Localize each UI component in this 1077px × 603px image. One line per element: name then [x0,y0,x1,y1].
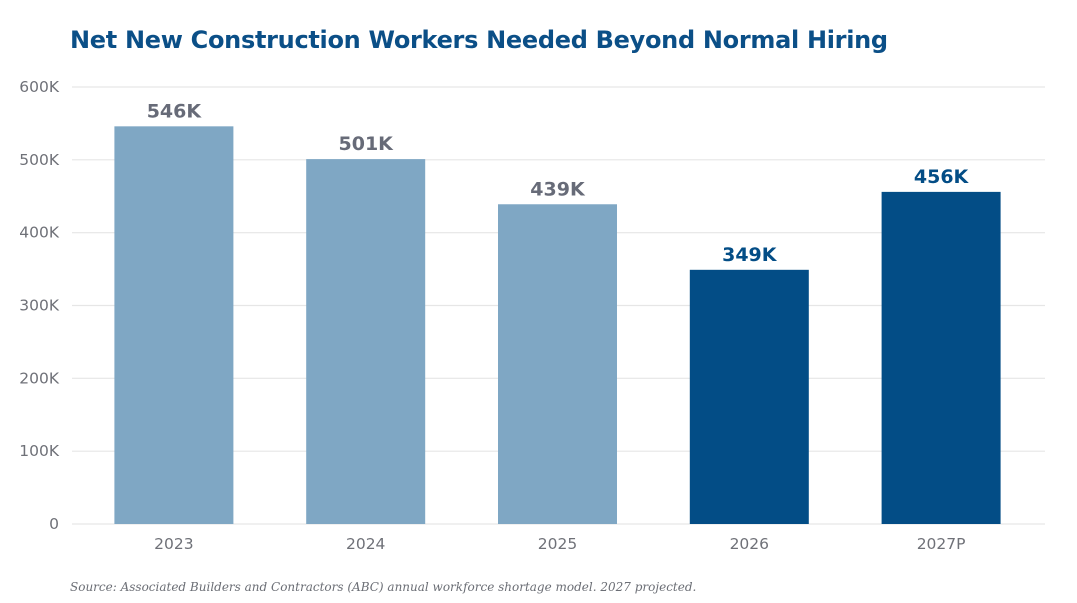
bars [114,126,1001,525]
x-tick-label: 2023 [154,535,193,553]
x-tick-label: 2025 [538,535,577,553]
y-axis: 0 100K 200K 300K 400K 500K 600K [19,78,60,533]
source-note: Source: Associated Builders and Contract… [70,580,697,594]
x-tick-label: 2026 [730,535,769,553]
y-tick-label: 400K [19,224,60,242]
data-label: 349K [722,244,778,266]
bar-2027p [881,191,1001,524]
bar-2024 [306,159,426,525]
y-tick-label: 300K [19,297,60,315]
chart-title: Net New Construction Workers Needed Beyo… [70,26,888,54]
bar-2023 [114,126,234,524]
data-label: 456K [914,166,970,188]
x-tick-label: 2024 [346,535,385,553]
data-label: 439K [530,178,586,200]
bar-2026 [689,269,809,524]
bar-2025 [498,204,617,525]
bar-chart: 0 100K 200K 300K 400K 500K 600K 546K 501K 439K 34… [19,78,1045,553]
y-tick-label: 500K [19,151,60,169]
y-tick-label: 0 [49,515,59,533]
data-label: 501K [339,133,395,155]
y-tick-label: 200K [19,369,60,387]
data-label: 546K [147,100,203,122]
y-tick-label: 600K [19,78,60,96]
data-labels: 546K 501K 439K 349K 456K [147,100,970,265]
y-tick-label: 100K [19,442,60,460]
x-tick-label: 2027P [917,535,966,553]
x-axis: 2023 2024 2025 2026 2027P [154,535,965,553]
